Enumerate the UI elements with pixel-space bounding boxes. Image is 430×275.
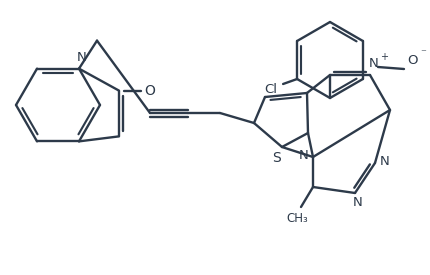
Text: S: S xyxy=(272,151,281,165)
Text: N: N xyxy=(368,56,378,70)
Text: +: + xyxy=(379,52,387,62)
Text: N: N xyxy=(379,155,389,167)
Text: N: N xyxy=(298,148,308,161)
Text: O: O xyxy=(144,84,155,98)
Text: N: N xyxy=(352,197,362,210)
Text: Cl: Cl xyxy=(264,82,277,95)
Text: ⁻: ⁻ xyxy=(419,48,425,58)
Text: CH₃: CH₃ xyxy=(286,213,307,226)
Text: N: N xyxy=(77,51,87,64)
Text: O: O xyxy=(407,54,417,67)
